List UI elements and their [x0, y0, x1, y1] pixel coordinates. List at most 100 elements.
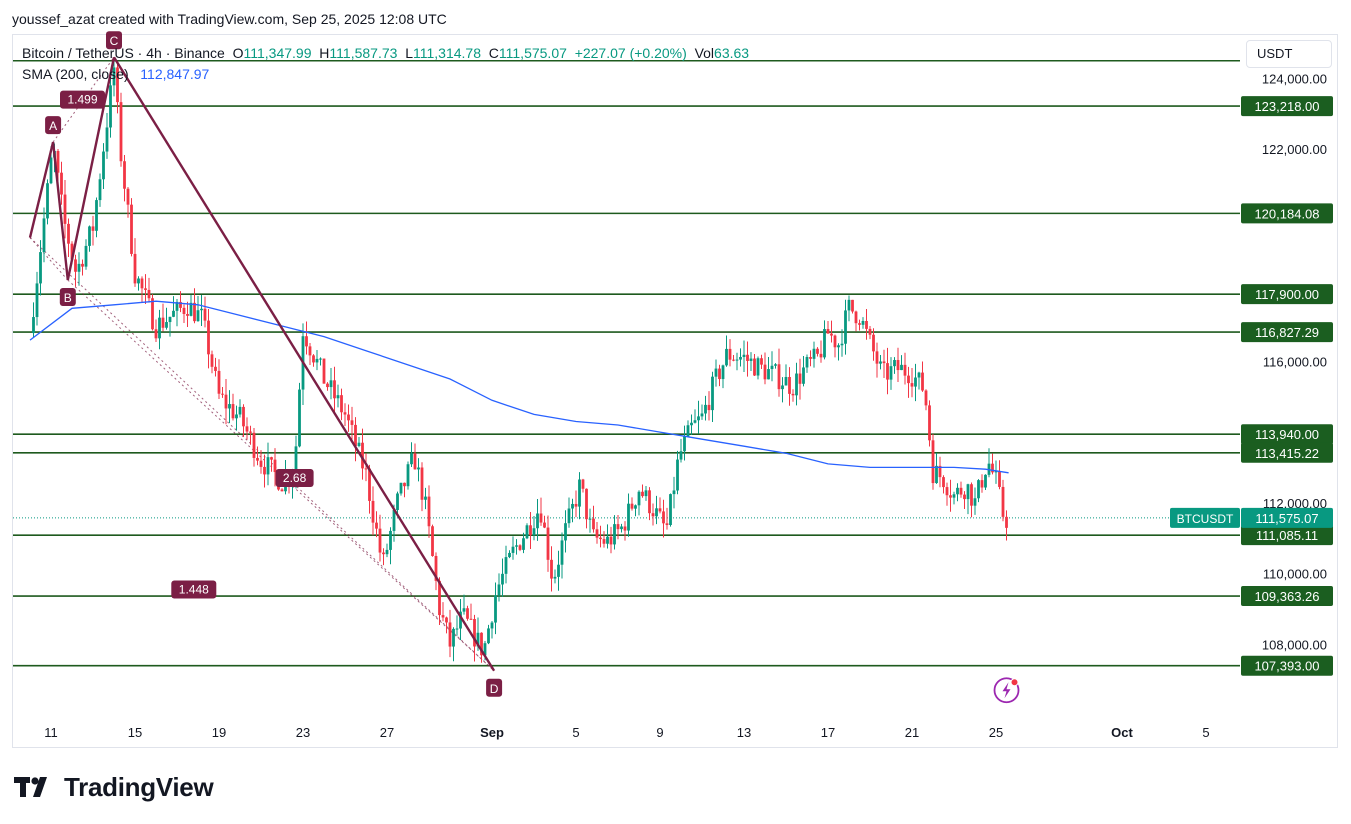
- candle: [147, 277, 151, 303]
- candle: [410, 442, 413, 468]
- candle: [315, 350, 319, 371]
- candle: [445, 616, 448, 634]
- candle: [630, 497, 634, 511]
- candle: [280, 488, 284, 492]
- candle: [518, 544, 522, 552]
- candle: [693, 409, 697, 424]
- candle: [354, 417, 357, 462]
- candle: [942, 475, 945, 494]
- candle: [669, 493, 672, 527]
- pattern-point-B: B: [64, 291, 72, 305]
- pattern-leg-1[interactable]: [51, 141, 69, 281]
- vol-value: 63.63: [714, 45, 750, 61]
- candle: [935, 452, 938, 484]
- candle: [725, 335, 728, 367]
- candle: [914, 363, 917, 402]
- close-label: C: [488, 45, 499, 61]
- ratio-label-bg-0: [60, 90, 105, 109]
- candle: [966, 483, 970, 515]
- candle: [88, 225, 91, 252]
- candle: [756, 356, 760, 380]
- candle: [469, 603, 473, 620]
- open-label: O: [232, 45, 244, 61]
- candle: [665, 507, 669, 530]
- candle: [322, 358, 326, 384]
- candle: [39, 240, 42, 296]
- candle: [581, 478, 585, 493]
- candle: [823, 320, 826, 360]
- brand-name: TradingView: [64, 771, 214, 802]
- candle: [970, 482, 973, 518]
- candle: [585, 488, 588, 529]
- pattern-leg-2[interactable]: [66, 56, 116, 281]
- candle: [182, 304, 186, 323]
- candle: [844, 299, 847, 355]
- candle: [854, 310, 858, 332]
- candle: [574, 490, 578, 518]
- currency-button[interactable]: USDT: [1246, 40, 1332, 68]
- pattern-point-A: A: [49, 119, 57, 133]
- candle: [522, 532, 525, 554]
- level-label-bg-2: [1241, 203, 1333, 224]
- candle: [816, 347, 819, 357]
- candle: [508, 550, 511, 559]
- candle: [60, 161, 63, 205]
- candle: [770, 351, 774, 382]
- level-label-6: 113,415.22: [1255, 446, 1319, 461]
- candle: [98, 173, 102, 207]
- candle: [424, 487, 427, 510]
- y-tick-label-0: 124,000.00: [1262, 71, 1327, 86]
- candle: [994, 460, 998, 484]
- candle: [431, 524, 434, 557]
- pattern-leg-3[interactable]: [112, 56, 496, 672]
- candle: [578, 472, 581, 520]
- candle: [168, 316, 172, 337]
- candle: [368, 464, 371, 514]
- candle: [991, 453, 994, 475]
- candle: [459, 599, 462, 641]
- close-value: 111,575.07: [498, 45, 567, 61]
- pattern-leg-0[interactable]: [28, 141, 55, 238]
- candle: [494, 582, 497, 635]
- candle: [613, 515, 616, 550]
- candle: [543, 515, 546, 529]
- candle: [364, 453, 368, 482]
- candle: [504, 545, 508, 584]
- lightning-icon[interactable]: [993, 677, 1020, 704]
- candle: [697, 400, 700, 434]
- level-label-bg-4: [1241, 322, 1333, 343]
- sma-legend[interactable]: SMA (200, close) 112,847.97: [22, 66, 209, 82]
- candle: [735, 352, 739, 371]
- candle: [931, 434, 935, 490]
- candle: [105, 113, 109, 159]
- candle: [361, 428, 364, 480]
- candle: [868, 326, 872, 340]
- candle: [907, 366, 910, 398]
- candle: [466, 605, 469, 621]
- sma-line: [29, 300, 1009, 474]
- candle: [984, 474, 987, 490]
- sma-label: SMA (200, close): [22, 66, 129, 82]
- x-tick-label-9: 17: [821, 725, 835, 740]
- candle: [406, 461, 410, 490]
- candle: [32, 302, 35, 338]
- change-value: +227.07 (+0.20%): [574, 45, 687, 61]
- author-line: youssef_azat created with TradingView.co…: [12, 11, 447, 27]
- candle: [539, 497, 543, 526]
- candle: [193, 288, 196, 324]
- y-tick-label-4: 110,000.00: [1263, 567, 1327, 582]
- candle: [704, 395, 707, 421]
- candle: [448, 609, 452, 658]
- candle: [515, 539, 518, 555]
- chart-frame[interactable]: [12, 34, 1338, 748]
- candle: [63, 180, 67, 239]
- candle: [746, 341, 749, 377]
- candle: [525, 523, 529, 540]
- x-tick-label-4: 27: [380, 725, 394, 740]
- sma-200-line[interactable]: [29, 300, 1009, 474]
- candle: [112, 59, 116, 97]
- candle: [788, 367, 791, 406]
- candle: [81, 259, 84, 276]
- candle: [609, 526, 613, 554]
